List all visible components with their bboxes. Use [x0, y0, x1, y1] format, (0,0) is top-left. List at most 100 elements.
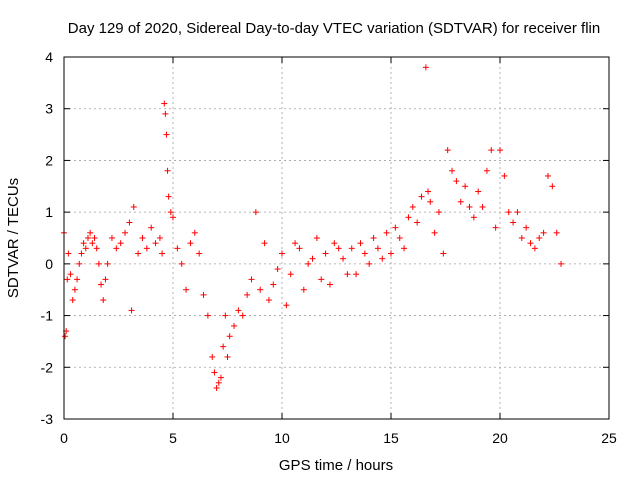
data-point [122, 229, 129, 236]
data-point [69, 297, 76, 304]
y-tick-label: 2 [45, 152, 53, 168]
y-tick-label: -3 [41, 411, 54, 427]
x-tick-label: 5 [169, 430, 177, 446]
data-point [215, 379, 222, 386]
y-tick-labels: -3 -2 -1 0 1 2 3 4 [41, 49, 54, 427]
y-axis-label: SDTVAR / TECUs [5, 178, 22, 298]
x-tick-label: 15 [383, 430, 399, 446]
data-point [162, 110, 169, 117]
data-point [383, 229, 390, 236]
data-point [366, 260, 373, 267]
data-point [466, 203, 473, 210]
data-point [527, 240, 534, 247]
data-point [164, 167, 171, 174]
data-point [167, 209, 174, 216]
y-tick-label: 4 [45, 49, 53, 65]
data-point [374, 245, 381, 252]
data-point [553, 229, 560, 236]
data-point [74, 276, 81, 283]
data-point [98, 281, 105, 288]
data-point [135, 250, 142, 257]
data-point [104, 260, 111, 267]
data-point [335, 245, 342, 252]
data-point [87, 229, 94, 236]
data-point [89, 240, 96, 247]
y-tick-label: 0 [45, 256, 53, 272]
data-point [435, 209, 442, 216]
data-point [440, 250, 447, 257]
data-point [130, 203, 137, 210]
x-tick-label: 0 [60, 430, 68, 446]
data-point [425, 188, 432, 195]
x-tick-label: 10 [274, 430, 290, 446]
data-point [209, 353, 216, 360]
data-point [126, 219, 133, 226]
y-tick-label: -2 [41, 359, 54, 375]
y-tick-label: 3 [45, 101, 53, 117]
data-point [84, 235, 91, 241]
data-point [492, 224, 499, 231]
data-point [453, 178, 460, 185]
data-point [331, 240, 338, 247]
data-point [156, 235, 163, 241]
data-point [318, 276, 325, 283]
x-tick-labels: 0 5 10 15 20 25 [60, 430, 617, 446]
data-point [283, 302, 290, 309]
data-point [265, 297, 272, 304]
data-point [183, 286, 190, 293]
data-point [76, 260, 83, 267]
data-point [100, 297, 107, 304]
data-point [305, 260, 312, 267]
data-point [401, 245, 408, 252]
data-point [117, 240, 124, 247]
data-point [152, 240, 159, 247]
data-point [544, 172, 551, 179]
data-point [170, 214, 176, 221]
data-point [93, 245, 100, 252]
data-point [163, 131, 170, 138]
data-point [71, 286, 78, 293]
data-point [226, 333, 233, 340]
grid-lines [64, 57, 609, 419]
data-point [211, 369, 218, 376]
data-point [91, 235, 98, 241]
data-point [479, 203, 486, 210]
data-point [470, 214, 477, 221]
data-point [379, 255, 386, 262]
data-point [159, 250, 166, 257]
data-point [78, 250, 85, 257]
x-tick-label: 25 [601, 430, 617, 446]
data-point [161, 100, 168, 107]
data-point [292, 240, 299, 247]
data-point [178, 260, 185, 267]
y-tick-label: -1 [41, 308, 54, 324]
data-point [361, 250, 368, 257]
plot-frame [63, 56, 610, 420]
data-point [322, 250, 329, 257]
data-point [431, 229, 438, 236]
data-point [102, 276, 109, 283]
data-point [235, 307, 242, 314]
data-point [540, 229, 547, 236]
data-point [449, 167, 456, 174]
data-point [248, 276, 255, 283]
data-point [370, 235, 377, 241]
data-point [220, 343, 227, 350]
data-point [348, 245, 355, 252]
data-point [514, 209, 521, 216]
data-point [344, 271, 351, 278]
data-point [392, 224, 399, 231]
data-point [558, 260, 565, 267]
data-point [274, 266, 281, 273]
x-tick-label: 20 [492, 430, 508, 446]
data-point [128, 307, 135, 314]
axis-ticks [63, 56, 610, 420]
data-point [536, 235, 543, 241]
data-point [418, 193, 425, 200]
data-point [204, 312, 211, 319]
data-point [518, 235, 525, 241]
chart-title: Day 129 of 2020, Sidereal Day-to-day VTE… [68, 20, 600, 37]
data-point [505, 209, 512, 216]
data-point [462, 183, 469, 190]
data-point [196, 250, 203, 257]
